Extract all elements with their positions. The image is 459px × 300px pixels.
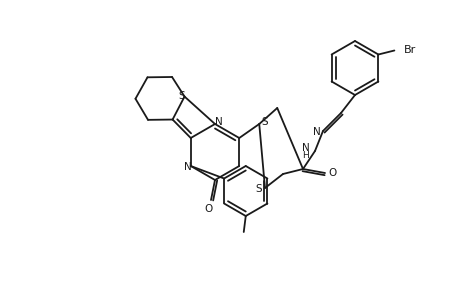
Text: O: O bbox=[204, 204, 213, 214]
Text: N: N bbox=[184, 162, 191, 172]
Text: N: N bbox=[313, 127, 320, 137]
Text: S: S bbox=[255, 184, 262, 194]
Text: N: N bbox=[215, 117, 223, 127]
Text: Br: Br bbox=[403, 44, 415, 55]
Text: S: S bbox=[260, 117, 267, 127]
Text: N: N bbox=[302, 143, 309, 153]
Text: O: O bbox=[328, 168, 336, 178]
Text: S: S bbox=[178, 91, 185, 100]
Text: H: H bbox=[302, 151, 309, 160]
